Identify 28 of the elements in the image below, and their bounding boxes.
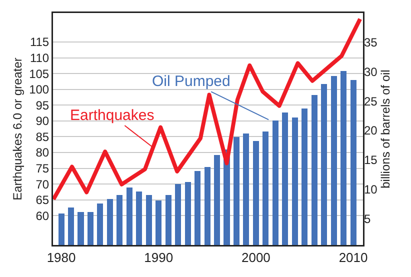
- annotation: Earthquakes: [70, 107, 154, 124]
- y-tick-label: 75: [36, 162, 50, 176]
- y-axis-title: Earthquakes 6.0 or greater: [10, 58, 25, 200]
- y2-tick-label: 15: [364, 153, 378, 168]
- y2-tick-label: 10: [364, 182, 378, 196]
- y2-tick-label: 5: [364, 212, 371, 226]
- y-tick-label: 110: [30, 51, 50, 66]
- y-tick-label: 60: [36, 208, 50, 223]
- y-tick-label: 100: [29, 82, 50, 97]
- annotation: Oil Pumped: [152, 73, 230, 90]
- x-tick-label: 2000: [241, 250, 270, 266]
- y-tick-label: 80: [36, 146, 50, 160]
- y-tick-label: 70: [36, 177, 50, 192]
- y-tick-label: 65: [36, 193, 50, 208]
- x-tick-label: 1980: [46, 250, 76, 266]
- y-tick-label: 95: [36, 98, 50, 112]
- y2-tick-label: 25: [364, 94, 378, 108]
- y-tick-label: 85: [36, 130, 50, 144]
- y2-tick-label: 20: [364, 124, 378, 138]
- y-tick-label: 90: [36, 114, 50, 128]
- x-tick-label: 1990: [144, 250, 174, 266]
- y-tick-label: 105: [29, 66, 50, 81]
- y2-tick-label: 35: [364, 36, 378, 50]
- x-tick-label: 2010: [338, 250, 368, 266]
- y2-axis-title: billions of barrels of oil: [378, 70, 393, 188]
- line-series: [53, 17, 362, 202]
- y2-tick-label: 30: [364, 64, 378, 79]
- y-tick-label: 115: [30, 35, 50, 50]
